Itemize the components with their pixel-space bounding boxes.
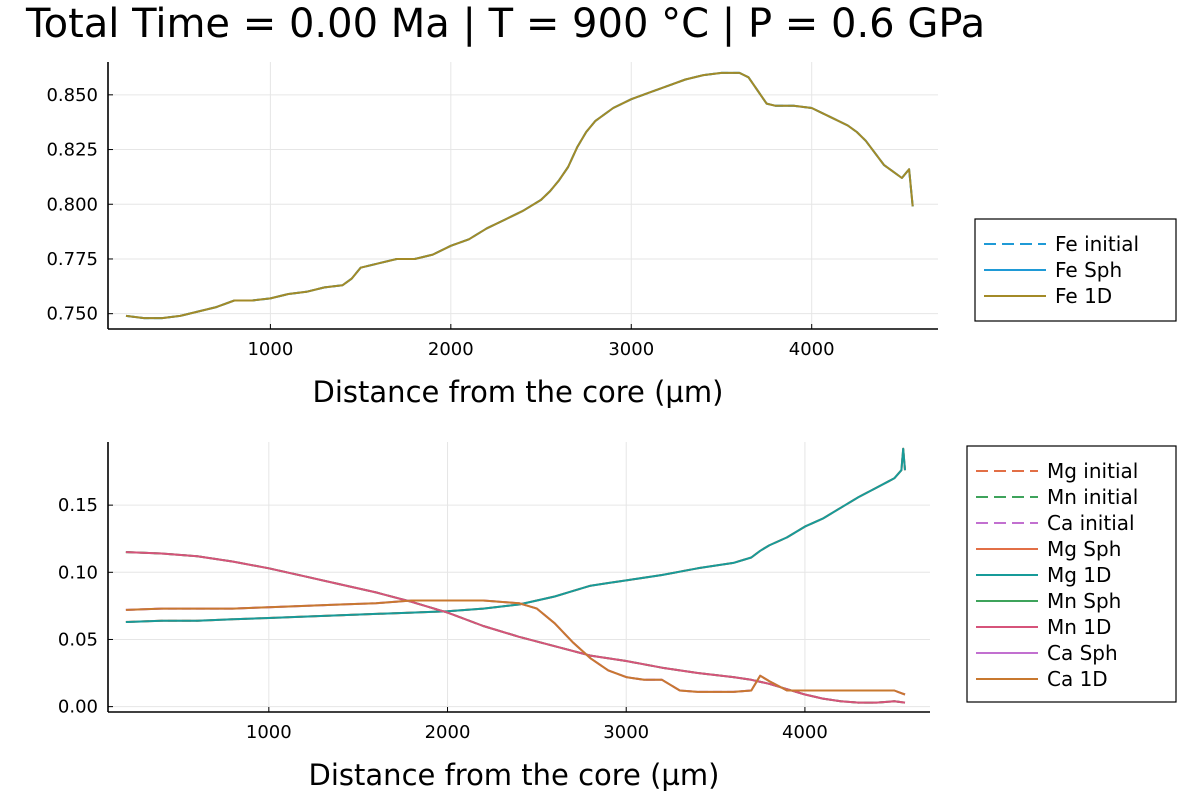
x-tick-label: 2000 bbox=[425, 722, 471, 743]
series-line-ca-1d bbox=[125, 599, 906, 696]
y-tick-label: 0.800 bbox=[46, 194, 98, 215]
legend-label: Mg Sph bbox=[1047, 537, 1121, 561]
y-tick-label: 0.850 bbox=[46, 85, 98, 106]
plot-top: 1000 2000 3000 4000 0.750 0.775 0.800 0.825 0.85… bbox=[46, 62, 938, 409]
x-tick-label: 3000 bbox=[603, 722, 649, 743]
legend-label: Fe initial bbox=[1055, 232, 1139, 256]
legend-label: Ca 1D bbox=[1047, 667, 1108, 691]
x-axis-label: Distance from the core (µm) bbox=[309, 758, 720, 792]
legend-label: Ca initial bbox=[1047, 511, 1135, 535]
x-tick-label: 2000 bbox=[428, 339, 474, 360]
legend-label: Fe 1D bbox=[1055, 284, 1112, 308]
legend-label: Mn initial bbox=[1047, 485, 1138, 509]
x-tick-label: 1000 bbox=[247, 339, 293, 360]
x-tick-label: 4000 bbox=[782, 722, 828, 743]
y-tick-label: 0.10 bbox=[58, 562, 98, 583]
y-tick-label: 0.750 bbox=[46, 304, 98, 325]
legend-label: Mn 1D bbox=[1047, 615, 1111, 639]
x-tick-label: 1000 bbox=[246, 722, 292, 743]
y-tick-label: 0.05 bbox=[58, 629, 98, 650]
y-tick-label: 0.15 bbox=[58, 495, 98, 516]
x-axis-label: Distance from the core (µm) bbox=[313, 375, 724, 409]
x-tick-label: 3000 bbox=[608, 339, 654, 360]
legend-label: Mn Sph bbox=[1047, 589, 1121, 613]
legend-label: Mg 1D bbox=[1047, 563, 1111, 587]
series-line-mg-1d bbox=[125, 447, 906, 623]
x-tick-label: 4000 bbox=[789, 339, 835, 360]
series-line-mn-1d bbox=[125, 551, 906, 704]
y-tick-label: 0.825 bbox=[46, 140, 98, 161]
y-tick-label: 0.00 bbox=[58, 697, 98, 718]
legend-label: Mg initial bbox=[1047, 459, 1138, 483]
plot-bottom: 1000 2000 3000 4000 0.00 0.05 0.10 0.15 Distance… bbox=[58, 442, 930, 792]
series-line-fe-1d bbox=[125, 71, 914, 320]
legend-label: Ca Sph bbox=[1047, 641, 1118, 665]
legend-label: Fe Sph bbox=[1055, 258, 1122, 282]
y-tick-label: 0.775 bbox=[46, 249, 98, 270]
figure-title: Total Time = 0.00 Ma | T = 900 °C | P = … bbox=[25, 1, 985, 47]
